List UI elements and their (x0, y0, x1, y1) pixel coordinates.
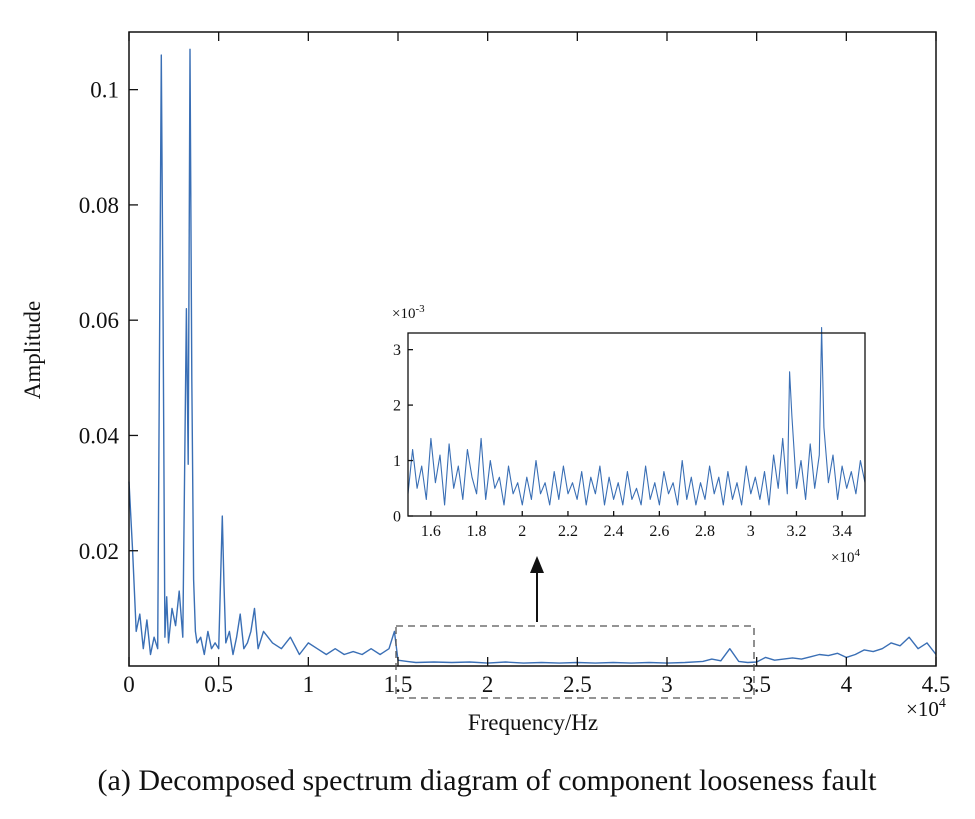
inset-y-ticks: 0 1 2 3 (393, 342, 413, 526)
main-y-ticks: 0.02 0.04 0.06 0.08 0.1 (79, 78, 138, 564)
inset-y-tick-label: 1 (393, 453, 401, 470)
main-x-tick-label: 0.5 (204, 672, 233, 697)
main-x-ticks: 0 0.5 1 1.5 2 2.5 3 3.5 4 4.5 (123, 32, 950, 697)
inset-x-tick-label: 1.6 (421, 523, 441, 540)
main-y-tick-label: 0.06 (79, 308, 119, 333)
inset-x-tick-label: 1.8 (467, 523, 487, 540)
main-series-group (128, 48, 937, 664)
main-chart: 0 0.5 1 1.5 2 2.5 3 3.5 4 4.5 0.020.040.060.080.1… (20, 31, 950, 735)
inset-x-ticks: 1.6 1.8 2 2.2 2.4 2.6 2.8 3 3.2 3.4 (421, 511, 852, 540)
inset-y-tick-label: 2 (393, 398, 401, 415)
inset-y-multiplier-exp: -3 (415, 303, 425, 315)
inset-x-tick-label: 2.2 (558, 523, 578, 540)
main-y-tick-label: 0.04 (79, 424, 120, 449)
inset-series-group (407, 326, 866, 506)
inset-x-tick-label: 3 (747, 523, 755, 540)
main-x-tick-label: 4 (841, 672, 853, 697)
inset-x-tick-label: 2.8 (695, 523, 715, 540)
inset-y-multiplier: ×10-3 (392, 303, 425, 322)
main-x-tick-label: 3 (661, 672, 673, 697)
inset-x-tick-label: 2 (518, 523, 526, 540)
main-x-tick-label: 1.5 (384, 672, 413, 697)
main-x-tick-label: 1 (303, 672, 315, 697)
main-x-multiplier-base: ×10 (906, 697, 939, 721)
main-y-tick-label: 0.02 (79, 539, 119, 564)
inset-x-multiplier-base: ×10 (831, 550, 854, 566)
inset-plot-frame (407, 332, 866, 517)
main-x-multiplier-exp: 4 (939, 696, 946, 711)
inset-x-multiplier: ×104 (831, 547, 860, 566)
main-x-tick-label: 2 (482, 672, 494, 697)
main-x-axis-label: Frequency/Hz (468, 710, 598, 735)
main-x-tick-label: 2.5 (563, 672, 592, 697)
main-plot-frame (128, 31, 937, 667)
inset-y-multiplier-base: ×10 (392, 306, 415, 322)
inset-x-multiplier-exp: 4 (854, 547, 860, 559)
main-x-tick-label: 0 (123, 672, 135, 697)
zoom-arrow-head (530, 556, 544, 573)
inset-x-tick-label: 2.4 (604, 523, 624, 540)
inset-x-tick-label: 3.4 (832, 523, 852, 540)
inset-x-tick-label: 3.2 (786, 523, 806, 540)
main-y-tick-label: 0.1 (90, 78, 119, 103)
main-x-tick-label: 4.5 (922, 672, 951, 697)
inset-series-line-0 (407, 326, 866, 506)
figure-caption: (a) Decomposed spectrum diagram of compo… (98, 764, 878, 797)
inset-y-tick-label: 3 (393, 342, 401, 359)
main-x-multiplier: ×104 (906, 696, 946, 721)
main-y-axis-label: Amplitude (20, 301, 45, 399)
inset-y-tick-label: 0 (393, 509, 401, 526)
inset-x-tick-label: 2.6 (649, 523, 669, 540)
main-series-line-0 (128, 48, 937, 664)
main-x-tick-label: 3.5 (742, 672, 771, 697)
main-y-tick-label: 0.08 (79, 193, 119, 218)
